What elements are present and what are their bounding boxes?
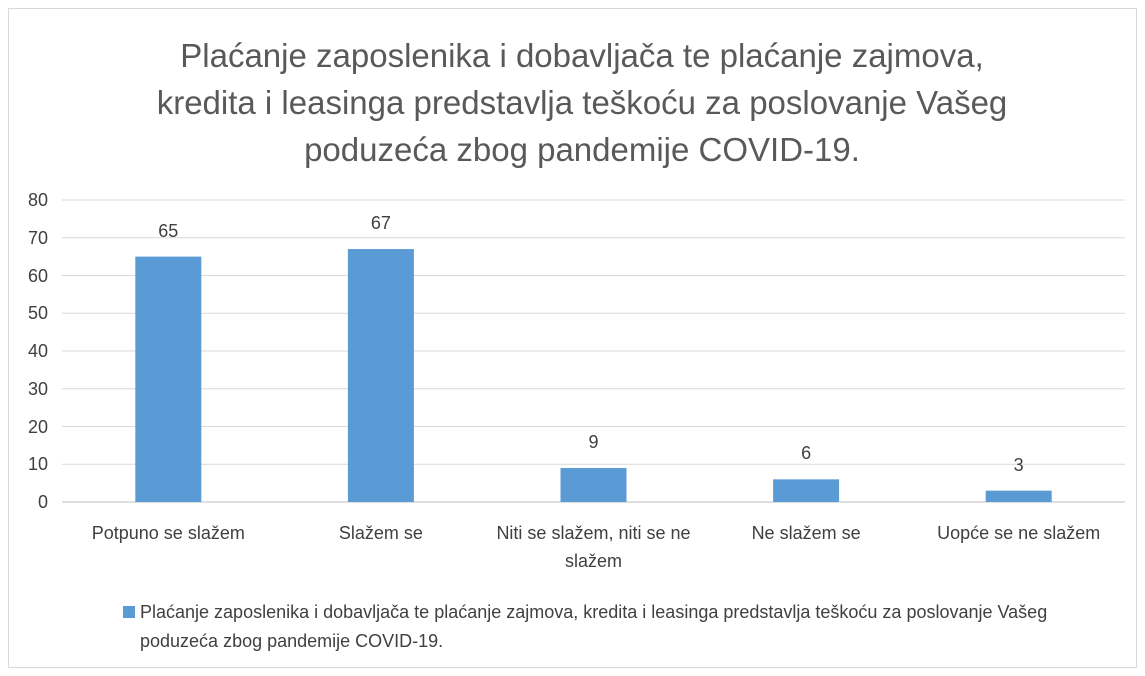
bar xyxy=(135,256,202,502)
data-label: 65 xyxy=(158,220,179,241)
data-label: 6 xyxy=(801,443,812,464)
x-tick-label: Uopće se ne slažem xyxy=(937,523,1101,543)
y-tick-label: 70 xyxy=(27,227,48,248)
x-tick-label: Niti se slažem, niti se ne slažem xyxy=(496,523,691,571)
bar xyxy=(347,249,414,502)
bar xyxy=(985,490,1052,502)
data-label: 3 xyxy=(1013,454,1024,475)
x-tick-label: Potpuno se slažem xyxy=(91,523,245,543)
bar xyxy=(560,468,627,502)
chart-title: Plaćanje zaposlenika i dobavljača te pla… xyxy=(156,37,1008,168)
legend-swatch xyxy=(123,606,135,618)
data-label: 9 xyxy=(588,432,599,453)
y-tick-label: 40 xyxy=(27,341,48,361)
data-label: 67 xyxy=(370,213,391,234)
bar xyxy=(773,479,840,502)
y-tick-label: 20 xyxy=(27,416,48,437)
y-tick-label: 60 xyxy=(27,265,48,286)
y-tick-label: 80 xyxy=(27,190,48,210)
y-tick-label: 10 xyxy=(27,454,48,475)
x-tick-label: Slažem se xyxy=(338,523,423,543)
legend-label: Plaćanje zaposlenika i dobavljača te pla… xyxy=(140,602,1048,651)
x-tick-label: Ne slažem se xyxy=(751,523,861,543)
y-tick-label: 30 xyxy=(27,378,48,399)
y-tick-label: 50 xyxy=(27,303,48,324)
chart-border xyxy=(8,8,1137,668)
y-tick-label: 0 xyxy=(37,492,48,512)
